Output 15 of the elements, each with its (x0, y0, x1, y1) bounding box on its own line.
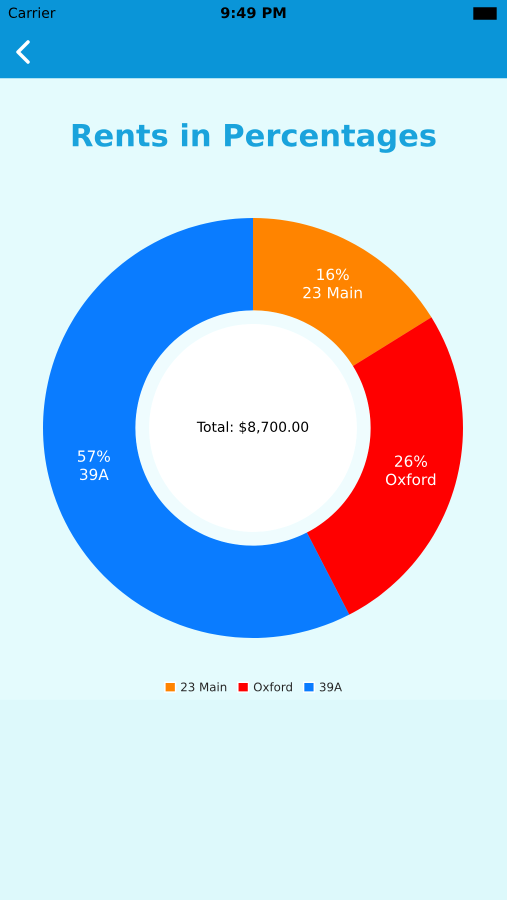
legend-label: 39A (320, 682, 342, 692)
text: Carrier (8, 7, 56, 18)
donut-slice (306, 317, 463, 615)
data-label: 16% (317, 268, 349, 280)
text: 9:49 PM (220, 7, 286, 18)
donut-slice (253, 218, 432, 366)
data-label: 26% (395, 455, 428, 467)
legend-label: Oxford (254, 682, 292, 692)
text: Total: $8,700.00 (196, 421, 308, 434)
slice-label: Oxford (386, 473, 436, 486)
slice-label: 23 Main (303, 286, 362, 298)
slice-label: 39A (80, 468, 109, 480)
legend-label: 23 Main (181, 682, 226, 692)
data-label: 57% (78, 450, 110, 462)
chart-title: Rents in Percentages (72, 123, 436, 153)
